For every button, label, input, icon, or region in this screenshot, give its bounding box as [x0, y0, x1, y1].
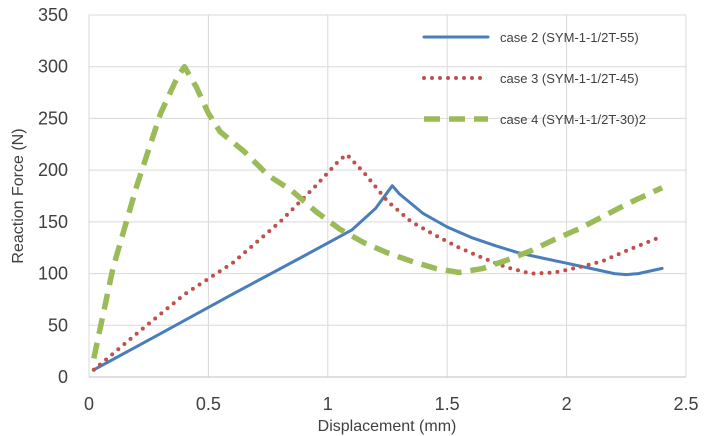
x-tick-label: 0.5	[196, 394, 221, 414]
series-line-case-2	[92, 184, 664, 372]
y-tick-label: 100	[38, 264, 68, 284]
x-tick-label: 1	[323, 394, 333, 414]
legend-label: case 2 (SYM-1-1/2T-55)	[500, 30, 639, 45]
series-layer	[91, 63, 665, 372]
x-tick-label: 2.5	[673, 394, 698, 414]
y-tick-label: 350	[38, 5, 68, 25]
y-tick-label: 0	[58, 367, 68, 387]
series-line-case-4	[91, 63, 664, 359]
y-tick-label: 250	[38, 108, 68, 128]
x-tick-labels: 0 0.5 1 1.5 2 2.5	[84, 394, 699, 414]
legend: case 2 (SYM-1-1/2T-55) case 3 (SYM-1-1/2T…	[422, 30, 646, 127]
y-tick-label: 200	[38, 160, 68, 180]
y-axis-title: Reaction Force (N)	[10, 128, 27, 263]
y-tick-label: 50	[48, 315, 68, 335]
x-tick-label: 1.5	[435, 394, 460, 414]
x-axis-title: Displacement (mm)	[318, 418, 457, 435]
legend-label: case 4 (SYM-1-1/2T-30)2	[500, 112, 646, 127]
y-tick-label: 150	[38, 212, 68, 232]
y-tick-label: 300	[38, 57, 68, 77]
x-tick-label: 0	[84, 394, 94, 414]
legend-label: case 3 (SYM-1-1/2T-45)	[500, 71, 639, 86]
y-tick-labels: 0 50 100 150 200 250 300 350	[38, 5, 68, 387]
plot-area	[88, 14, 687, 378]
x-tick-label: 2	[562, 394, 572, 414]
